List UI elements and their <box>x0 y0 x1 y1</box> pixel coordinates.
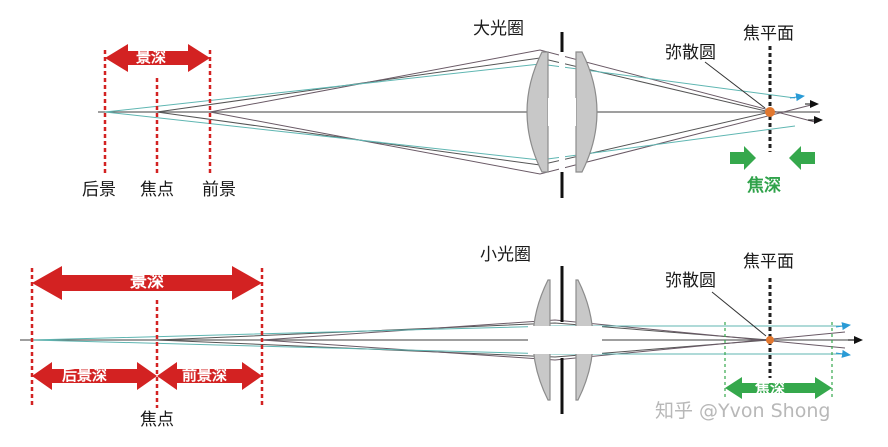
bottom-arrow-head-blue <box>835 322 851 331</box>
top-background-label: 后景 <box>82 180 116 200</box>
watermark: 知乎 @Yvon Shong <box>655 400 831 422</box>
bottom-foreground-rays <box>261 319 846 361</box>
top-lens-right <box>575 51 598 173</box>
bottom-arrow-head-blue-2 <box>835 349 851 358</box>
bottom-dof-label: 景深 <box>130 272 164 292</box>
bottom-front-dof-label: 前景深 <box>182 366 228 384</box>
bottom-coc-leader <box>711 291 767 337</box>
bottom-aperture-label: 小光圈 <box>480 245 531 265</box>
top-aperture-opening <box>559 52 565 172</box>
bottom-focal-plane-label: 焦平面 <box>743 252 794 272</box>
bottom-focus-depth-label: 焦深 <box>755 379 786 397</box>
bottom-focus-label: 焦点 <box>140 410 174 430</box>
bottom-front-dof-arrow <box>157 362 262 390</box>
top-diagram <box>98 32 823 198</box>
top-focus-depth-arrow-left <box>730 146 756 170</box>
top-focal-plane-label: 焦平面 <box>743 24 794 44</box>
bottom-aperture-gap <box>528 326 602 354</box>
bottom-focus-depth-arrow <box>725 377 832 399</box>
top-focus-label: 焦点 <box>140 180 174 200</box>
top-circle-of-confusion <box>765 107 775 117</box>
bottom-dof-arrow <box>32 266 262 300</box>
top-coc-leader <box>704 61 766 109</box>
top-foreground-label: 前景 <box>202 180 236 200</box>
top-focus-depth-arrow-right <box>789 146 815 170</box>
top-coc-label: 弥散圆 <box>665 43 716 63</box>
top-dof-label: 景深 <box>136 48 167 66</box>
bottom-coc-label: 弥散圆 <box>665 271 716 291</box>
bottom-diagram <box>20 266 863 414</box>
top-lens-left <box>526 51 549 173</box>
bottom-circle-of-confusion <box>766 336 774 344</box>
top-foreground-rays <box>209 49 816 175</box>
bottom-back-dof-arrow <box>32 362 157 390</box>
top-aperture-label: 大光圈 <box>473 19 524 39</box>
top-focus-depth-label: 焦深 <box>747 176 781 196</box>
bottom-back-dof-label: 后景深 <box>62 366 108 384</box>
top-dof-arrow <box>105 44 210 72</box>
top-arrow-head-blue <box>789 93 805 102</box>
